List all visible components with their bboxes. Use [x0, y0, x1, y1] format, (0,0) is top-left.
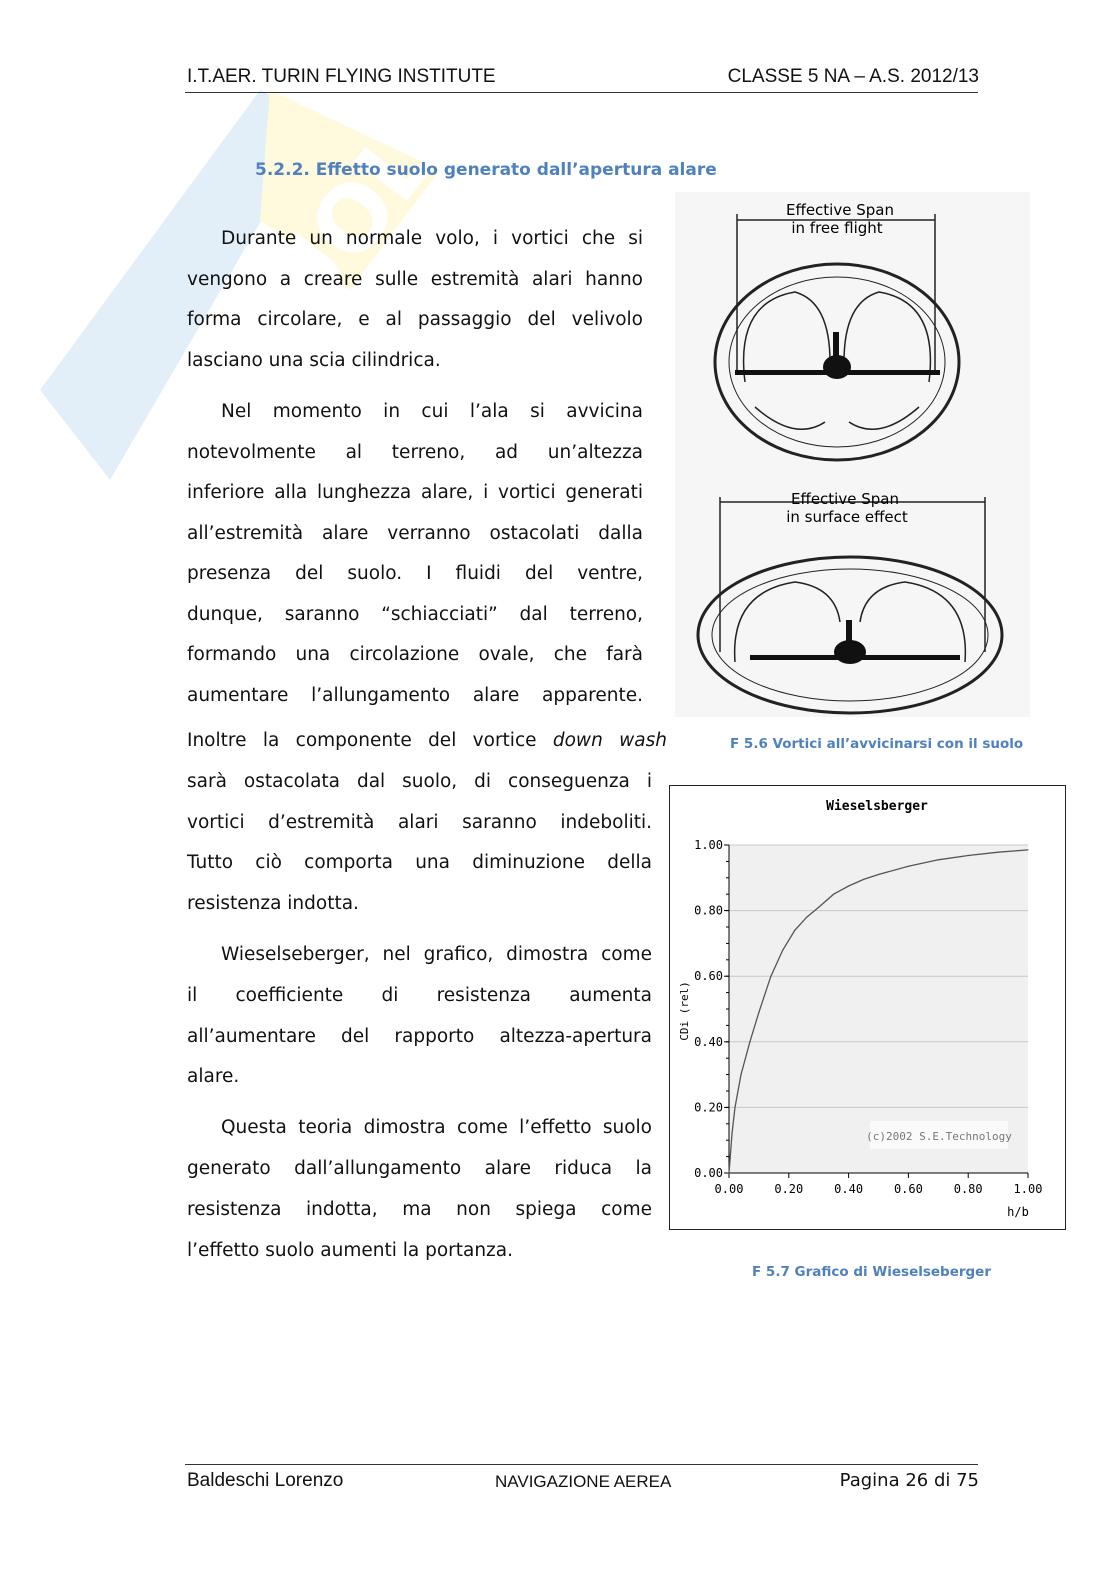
data-point: [806, 916, 808, 918]
body-line: Wieselseberger, nel grafico, dimostra co…: [221, 944, 652, 965]
body-line: formando una circolazione ovale, che far…: [187, 644, 643, 665]
body-line: resistenza indotta.: [187, 893, 359, 914]
data-point: [848, 885, 850, 887]
copyright-annotation: (c)2002 S.E.Technology: [866, 1130, 1012, 1143]
header-institute: I.T.AER. TURIN FLYING INSTITUTE: [187, 66, 496, 87]
data-point: [907, 865, 909, 867]
body-line: forma circolare, e al passaggio del veli…: [187, 309, 643, 330]
x-tick-label: 0.60: [894, 1182, 923, 1196]
body-line: l’effetto suolo aumenti la portanza.: [187, 1240, 513, 1261]
footer-rule: [185, 1464, 978, 1465]
footer-page: Pagina 26 di 75: [839, 1470, 979, 1491]
watermark-logo: SKUOLA: [40, 60, 497, 480]
body-line: vortici d’estremità alari saranno indebo…: [187, 812, 652, 833]
body-line: lasciano una scia cilindrica.: [187, 350, 441, 371]
data-point: [770, 975, 772, 977]
data-point: [997, 851, 999, 853]
header-class: CLASSE 5 NA – A.S. 2012/13: [727, 66, 979, 87]
series-line: [728, 849, 1029, 1174]
body-line: resistenza indotta, ma non spiega come: [187, 1199, 652, 1220]
data-point: [749, 1041, 751, 1043]
y-tick-label: 0.00: [694, 1166, 723, 1180]
data-point: [862, 878, 865, 881]
body-line: inferiore alla lunghezza alare, i vortic…: [187, 482, 643, 503]
body-line: aumentare l’allungamento alare apparente…: [187, 685, 643, 706]
footer-subject: NAVIGAZIONE AEREA: [495, 1472, 672, 1491]
section-title: 5.2.2. Effetto suolo generato dall’apert…: [255, 160, 717, 180]
body-line: Durante un normale volo, i vortici che s…: [221, 228, 643, 249]
y-tick-label: 0.40: [694, 1035, 723, 1049]
data-point: [758, 1011, 760, 1013]
label-free-flight-1: Effective Span: [786, 201, 894, 219]
y-axis-label: CDi (rel): [678, 981, 691, 1041]
data-point: [734, 1106, 736, 1108]
body-line: dunque, saranno “schiacciati” dal terren…: [187, 604, 643, 625]
body-line: Tutto ciò comporta una diminuzione della: [187, 852, 652, 873]
body-line: all’aumentare del rapporto altezza-apert…: [187, 1026, 652, 1047]
x-tick-label: 1.00: [1014, 1182, 1043, 1196]
chart-title: Wieselsberger: [826, 799, 928, 814]
body-line-text: Inoltre la componente del vortice: [187, 730, 537, 751]
data-point: [833, 893, 835, 895]
y-tick-label: 0.80: [694, 904, 723, 918]
body-line: Inoltre la componente del vortice down w…: [187, 728, 667, 754]
data-point: [967, 854, 969, 857]
label-surface-effect-2: in surface effect: [786, 508, 908, 526]
x-tick-label: 0.40: [834, 1182, 863, 1196]
body-line: alare.: [187, 1066, 240, 1087]
label-surface-effect-1: Effective Span: [791, 490, 899, 508]
data-point: [818, 906, 820, 908]
y-tick-label: 0.60: [694, 969, 723, 983]
caption-figure-5-6: F 5.6 Vortici all’avvicinarsi con il suo…: [730, 736, 1024, 752]
chart-svg: 0.00 0.20 0.40 0.60 0.80 1.00 0.00 0.20 0.40 0.60…: [678, 799, 1043, 1219]
header-rule: [185, 92, 978, 93]
vortex-figure: Effective Span in free flight Effective …: [675, 192, 1030, 717]
plot-area: [729, 845, 1028, 1173]
body-line: vengono a creare sulle estremità alari h…: [187, 269, 643, 290]
x-tick-label: 0.20: [774, 1182, 803, 1196]
body-line: il coefficiente di resistenza aumenta: [187, 985, 652, 1006]
body-line: all’estremità alare verranno ostacolati …: [187, 523, 643, 544]
x-tick-label: 0.00: [715, 1182, 744, 1196]
body-line: presenza del suolo. I fluidi del ventre,: [187, 563, 643, 584]
y-tick-label: 1.00: [694, 838, 723, 852]
x-tick-label: 0.80: [954, 1182, 983, 1196]
data-point: [877, 873, 880, 876]
label-free-flight-2: in free flight: [791, 219, 882, 237]
body-line: Questa teoria dimostra come l’effetto su…: [221, 1117, 652, 1138]
data-point: [782, 949, 784, 951]
body-line: generato dall’allungamento alare riduca …: [187, 1158, 652, 1179]
data-point: [728, 1172, 730, 1174]
x-axis-label: h/b: [1007, 1205, 1029, 1219]
body-line: notevolmente al terreno, ad un’altezza: [187, 442, 643, 463]
data-point: [731, 1133, 733, 1135]
wieselsberger-chart: 0.00 0.20 0.40 0.60 0.80 1.00 0.00 0.20 0.40 0.60…: [669, 785, 1066, 1230]
body-line: Nel momento in cui l’ala si avvicina: [221, 401, 643, 422]
data-point: [794, 929, 796, 931]
caption-figure-5-7: F 5.7 Grafico di Wieselseberger: [752, 1264, 991, 1280]
body-line: sarà ostacolata dal suolo, di conseguenz…: [187, 771, 652, 792]
data-point: [740, 1074, 742, 1076]
body-line-italic: down wash: [552, 730, 667, 751]
data-point: [937, 859, 939, 861]
y-tick-label: 0.20: [694, 1100, 723, 1114]
data-point: [1027, 849, 1029, 851]
footer-author: Baldeschi Lorenzo: [187, 1470, 344, 1491]
annotation-bg: [870, 1121, 1008, 1149]
